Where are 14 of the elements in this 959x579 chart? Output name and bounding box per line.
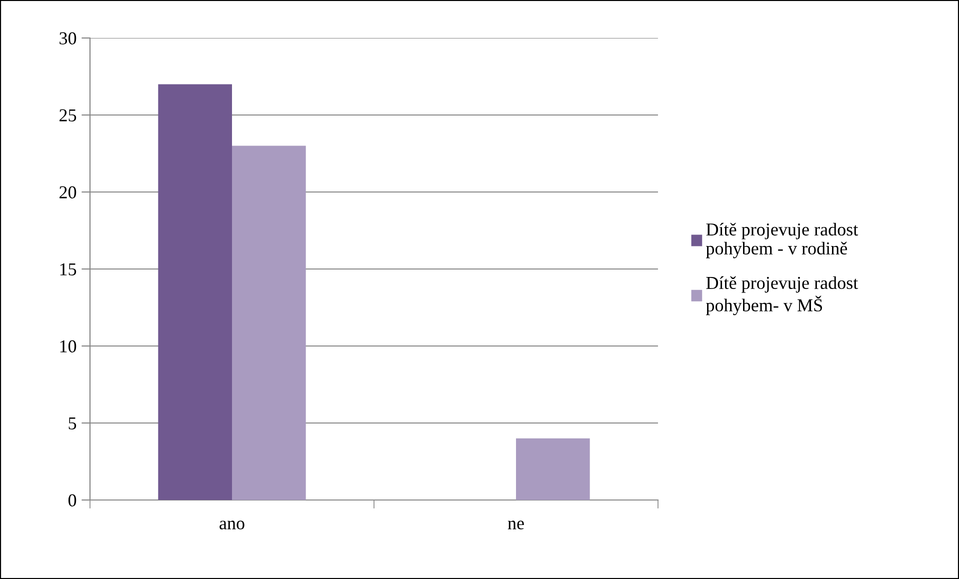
y-tick-label: 15 [60,263,76,276]
x-tick-label: ne [508,520,524,530]
bar [232,146,306,500]
y-tick-label: 30 [60,32,76,44]
y-tick-label: 5 [68,417,76,430]
legend-label: Dítě projevuje radost pohybem- v MŠ [706,276,858,316]
legend-label: Dítě projevuje radost pohybem - v rodině [706,222,858,258]
y-tick-label: 0 [68,494,76,506]
y-tick-label: 10 [60,340,76,352]
bar [516,438,590,500]
bar [158,84,232,500]
x-tick-label: ano [220,520,244,530]
y-tick-label: 25 [60,109,76,122]
y-tick-label: 20 [60,186,76,198]
